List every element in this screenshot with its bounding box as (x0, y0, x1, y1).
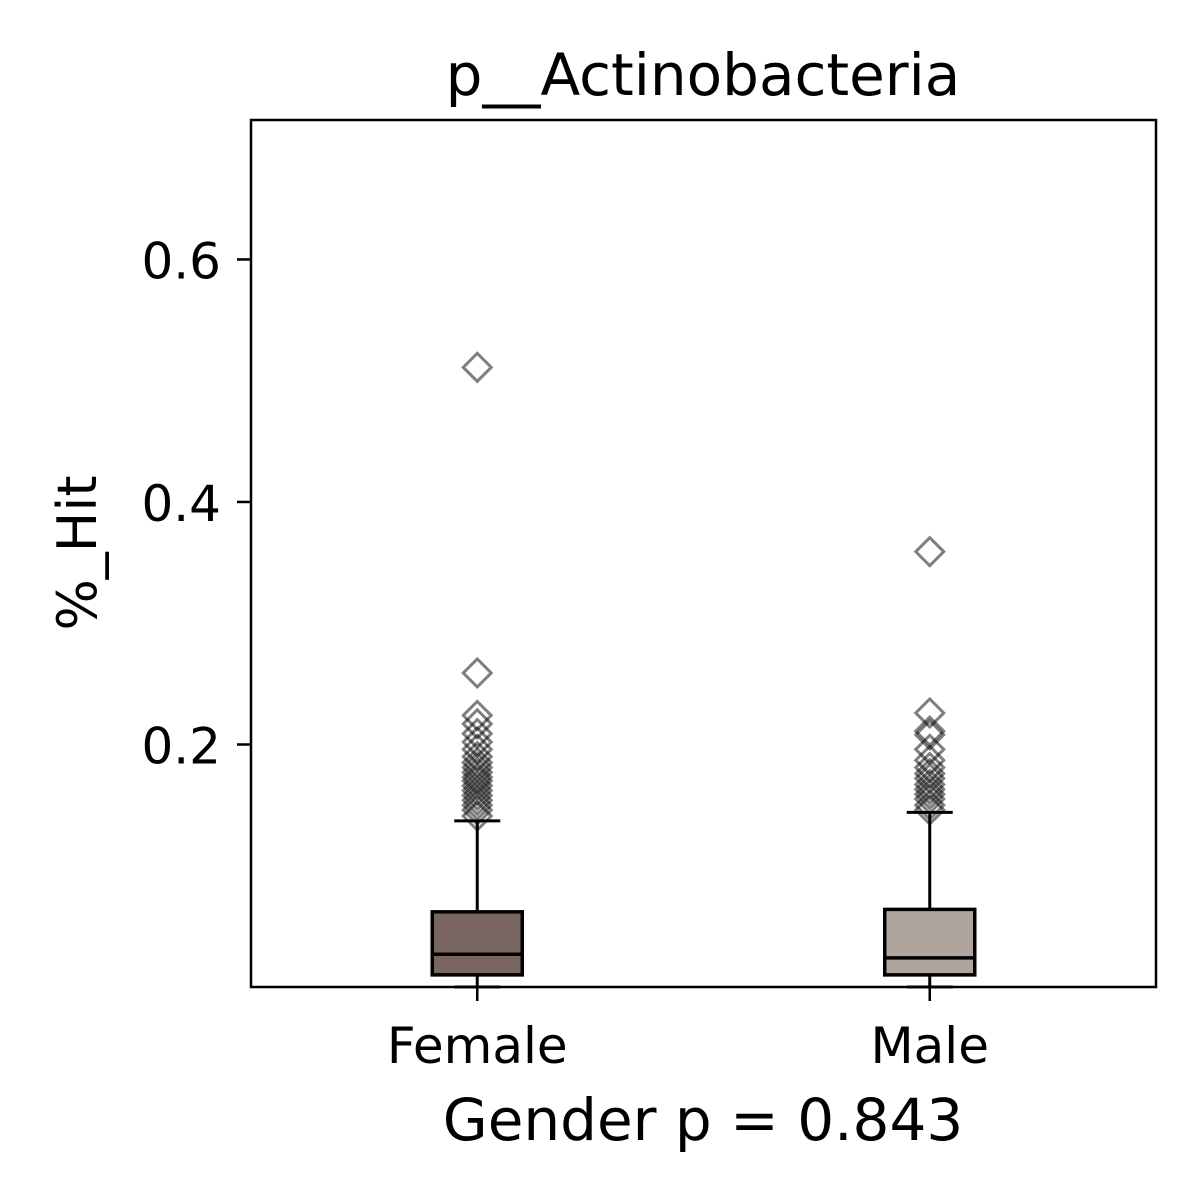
outlier-point (913, 535, 946, 568)
y-tick-label: 0.6 (141, 232, 221, 290)
outlier-point (461, 793, 494, 827)
outlier-point (913, 793, 946, 827)
outlier-point (461, 784, 494, 817)
outlier-point (913, 778, 946, 811)
outlier-point (461, 788, 494, 822)
box-group-male (883, 535, 977, 989)
chart-title: p__Actinobacteria (446, 41, 961, 109)
x-tick-label: Male (871, 1017, 989, 1075)
outlier-point (461, 351, 494, 384)
box-iqr (883, 907, 977, 977)
y-axis-label: %_Hit (46, 475, 109, 630)
outlier-point (461, 707, 494, 740)
box-group-female (430, 351, 524, 989)
box-iqr (430, 910, 524, 977)
x-tick-label: Female (387, 1017, 568, 1075)
outlier-point (913, 757, 946, 790)
y-tick-label: 0.4 (141, 475, 221, 533)
outlier-point (461, 799, 494, 833)
y-tick-label: 0.2 (141, 717, 221, 775)
outlier-point (913, 788, 946, 822)
outlier-point (461, 774, 494, 807)
outlier-point (913, 696, 946, 730)
outlier-point (913, 782, 946, 816)
outlier-point (913, 768, 946, 801)
outlier-point (461, 725, 494, 759)
outlier-point (913, 773, 946, 806)
outlier-point (461, 656, 494, 690)
outlier-point (461, 699, 494, 732)
outlier-point (461, 769, 494, 802)
plot-area (430, 351, 977, 989)
x-axis-label: Gender p = 0.843 (443, 1086, 964, 1154)
outlier-point (913, 718, 946, 751)
outlier-point (461, 779, 494, 812)
plot-frame (249, 118, 1158, 989)
